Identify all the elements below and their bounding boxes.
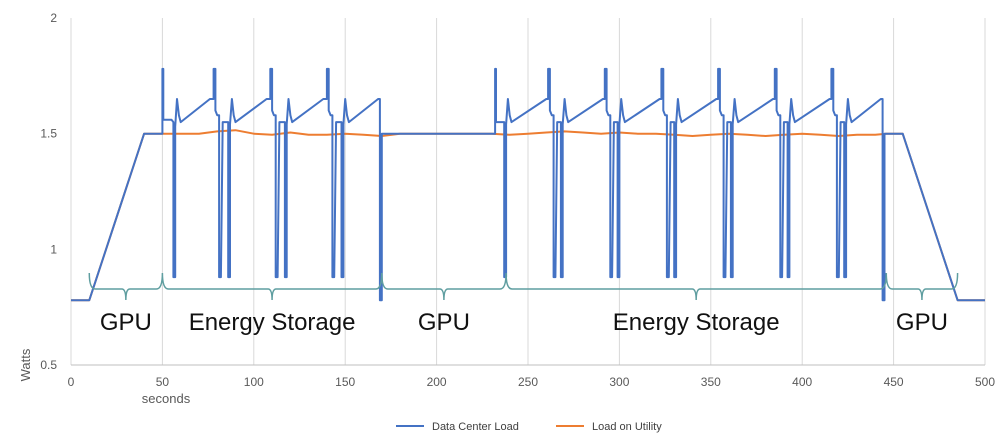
region-brace bbox=[88, 272, 959, 301]
y-tick-label-1: 1 bbox=[50, 242, 57, 256]
region-label-2: GPU bbox=[418, 309, 470, 336]
region-label-1: Energy Storage bbox=[189, 309, 356, 336]
x-tick-label-5: 250 bbox=[518, 375, 538, 389]
y-tick-label-3: 2 bbox=[50, 11, 57, 25]
region-label-0: GPU bbox=[100, 309, 152, 336]
y-axis-title: Watts bbox=[18, 348, 33, 381]
x-tick-label-10: 500 bbox=[975, 375, 995, 389]
region-label-3: Energy Storage bbox=[613, 309, 780, 336]
x-tick-label-4: 200 bbox=[427, 375, 447, 389]
legend-label-0: Data Center Load bbox=[432, 421, 519, 433]
series-line-1 bbox=[71, 129, 985, 302]
series-lines bbox=[71, 67, 985, 302]
region-annotations: GPU Energy Storage GPU Energy Storage GPU bbox=[88, 272, 959, 336]
y-tick-label-2: 1.5 bbox=[40, 127, 57, 141]
x-tick-label-3: 150 bbox=[335, 375, 355, 389]
series-line-0 bbox=[71, 67, 985, 302]
x-tick-label-2: 100 bbox=[244, 375, 264, 389]
x-axis-title: seconds bbox=[142, 391, 191, 406]
x-tick-label-6: 300 bbox=[609, 375, 629, 389]
x-tick-label-1: 50 bbox=[156, 375, 170, 389]
y-tick-label-0: 0.5 bbox=[40, 358, 57, 372]
x-tick-label-9: 450 bbox=[884, 375, 904, 389]
legend: Data Center Load Load on Utility bbox=[396, 421, 662, 433]
x-tick-label-0: 0 bbox=[68, 375, 75, 389]
axes: 0 50 100 150 200 250 300 350 400 450 500 0.5 1 1.5 2 bbox=[40, 11, 995, 389]
legend-label-1: Load on Utility bbox=[592, 421, 662, 433]
x-tick-label-8: 400 bbox=[792, 375, 812, 389]
x-tick-label-7: 350 bbox=[701, 375, 721, 389]
region-label-4: GPU bbox=[896, 309, 948, 336]
